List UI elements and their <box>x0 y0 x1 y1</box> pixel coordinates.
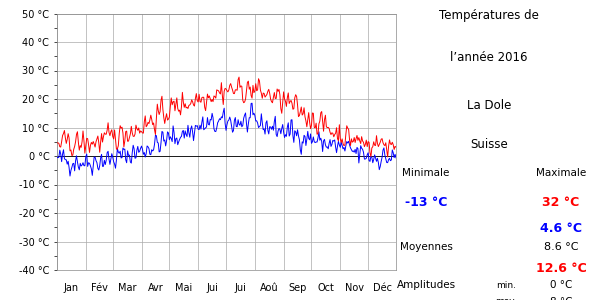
Text: Jan: Jan <box>64 283 79 293</box>
Text: Déc: Déc <box>373 283 392 293</box>
Text: Nov: Nov <box>345 283 364 293</box>
Text: 12.6 °C: 12.6 °C <box>536 262 586 275</box>
Text: Maximale: Maximale <box>536 168 586 178</box>
Text: 8.6 °C: 8.6 °C <box>544 242 578 251</box>
Text: Jui: Jui <box>206 283 218 293</box>
Text: 0 °C: 0 °C <box>550 280 572 290</box>
Text: 32 °C: 32 °C <box>542 196 580 209</box>
Text: Températures de: Températures de <box>439 9 539 22</box>
Text: Fév: Fév <box>91 283 107 293</box>
Text: Suisse: Suisse <box>470 138 508 151</box>
Text: moy.: moy. <box>495 297 516 300</box>
Text: La Dole: La Dole <box>467 99 511 112</box>
Text: Sep: Sep <box>289 283 307 293</box>
Text: Jui: Jui <box>235 283 247 293</box>
Text: Avr: Avr <box>148 283 163 293</box>
Text: Minimale: Minimale <box>403 168 449 178</box>
Text: Aoû: Aoû <box>260 283 278 293</box>
Text: Mai: Mai <box>175 283 193 293</box>
Text: -13 °C: -13 °C <box>405 196 447 209</box>
Text: Moyennes: Moyennes <box>400 242 452 251</box>
Text: l’année 2016: l’année 2016 <box>450 51 528 64</box>
Text: Mar: Mar <box>118 283 136 293</box>
Text: Oct: Oct <box>317 283 334 293</box>
Text: Amplitudes: Amplitudes <box>397 280 455 290</box>
Text: 4.6 °C: 4.6 °C <box>540 222 582 235</box>
Text: 8 °C: 8 °C <box>550 297 572 300</box>
Text: min.: min. <box>496 280 516 290</box>
